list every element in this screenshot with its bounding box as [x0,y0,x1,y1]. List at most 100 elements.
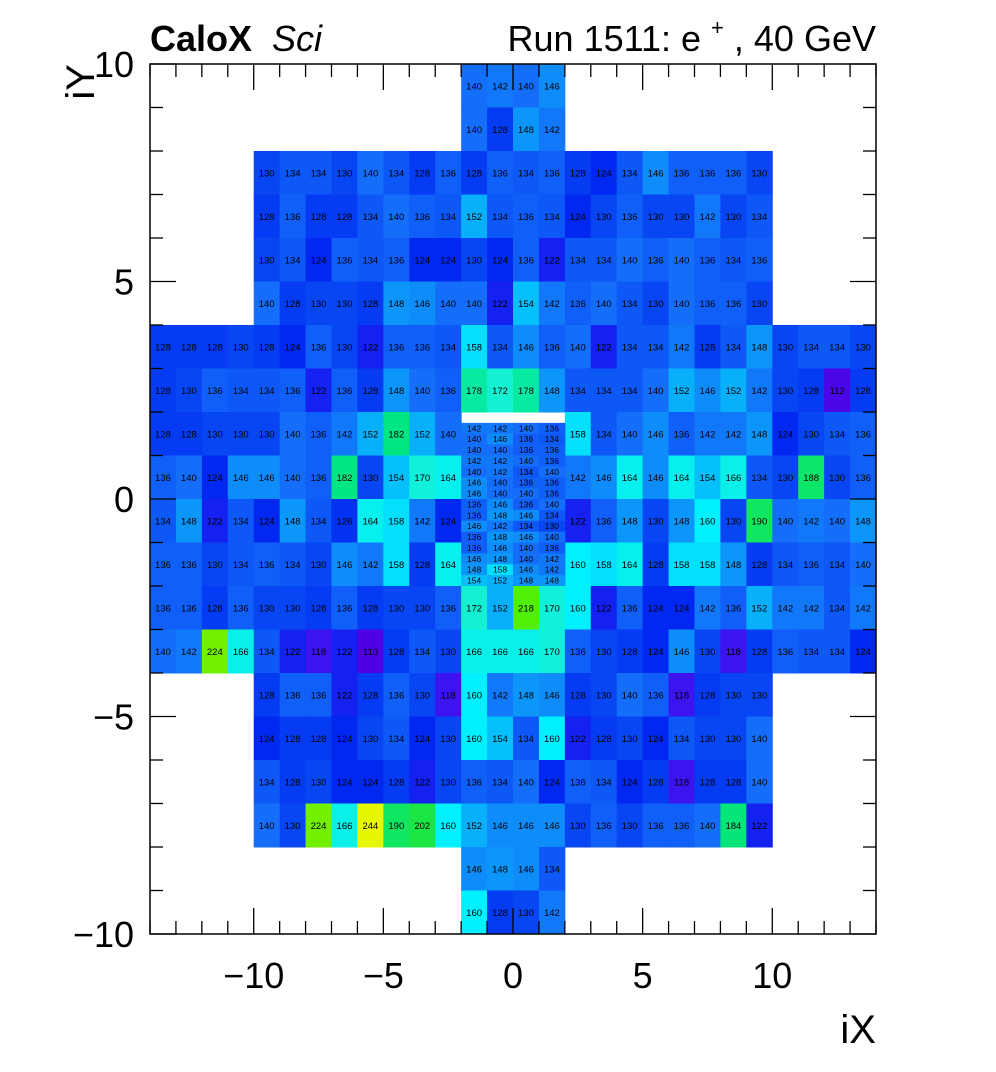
cell-value-label: 136 [311,690,327,701]
cell-value-label: 130 [725,212,741,223]
heatmap-cell [668,412,695,456]
cell-value-label: 128 [259,212,275,223]
heatmap-cell [538,564,566,576]
cell-value-label: 134 [751,212,767,223]
cell-value-label: 134 [725,255,741,266]
cell-value-label: 134 [803,342,819,353]
heatmap-cell [383,629,410,674]
heatmap-cell [720,803,747,848]
heatmap-cell [616,760,644,804]
cell-value-label: 134 [440,342,456,353]
cell-value-label: 182 [337,473,353,484]
heatmap-cell [461,151,488,195]
heatmap-cell [409,760,436,804]
cell-value-label: 124 [259,516,275,527]
cell-value-label: 166 [337,821,353,832]
cell-value-label: 124 [648,734,664,745]
cell-value-label: 136 [285,690,301,701]
heatmap-cell [357,542,384,587]
heatmap-cell [461,847,488,891]
heatmap-cell [720,542,747,587]
heatmap-cell [435,629,462,674]
cell-value-label: 136 [388,690,404,701]
cell-value-label: 134 [155,516,171,527]
cell-value-label: 136 [545,423,559,433]
cell-value-label: 160 [466,690,482,701]
heatmap-cell [383,412,410,456]
cell-value-label: 136 [519,434,533,444]
heatmap-cell [590,629,618,674]
heatmap-cell [642,238,670,282]
cell-value-label: 134 [311,516,327,527]
heatmap-cell [357,281,384,326]
heatmap-cell [513,629,540,674]
heatmap-cell [694,412,721,456]
heatmap-cell [201,368,229,413]
cell-value-label: 244 [362,821,378,832]
cell-value-label: 128 [311,212,327,223]
cell-value-label: 118 [441,690,456,701]
heatmap-cell [694,281,721,326]
heatmap-cell [772,455,799,500]
heatmap-cell [461,531,488,543]
cell-value-label: 140 [388,212,404,223]
cell-value-label: 140 [519,489,533,499]
heatmap-cell [513,466,540,478]
heatmap-cell [590,368,618,413]
cell-value-label: 130 [311,299,327,310]
heatmap-cell [668,716,695,761]
heatmap-cell [357,368,384,413]
heatmap-cell [798,542,825,587]
heatmap-cell [305,629,332,674]
cell-value-label: 148 [855,516,871,527]
heatmap-cell [253,760,281,804]
heatmap-cell [668,760,695,804]
heatmap-cell [331,194,358,239]
heatmap-cell [746,629,773,674]
heatmap-cell [590,455,618,500]
cell-value-label: 154 [467,576,481,586]
heatmap-cell [746,803,773,848]
cell-value-label: 146 [467,489,481,499]
heatmap-cell [538,444,566,456]
run-label: Run 1511: e + , 40 GeV [508,2,876,59]
cell-value-label: 128 [414,168,430,179]
cell-value-label: 202 [414,821,430,832]
cell-value-label: 136 [440,386,456,397]
heatmap-cell [616,455,644,500]
heatmap-cell [383,455,410,500]
heatmap-cell [227,325,255,369]
cell-value-label: 122 [492,299,508,310]
cell-value-label: 134 [648,342,664,353]
heatmap-cell [487,542,514,554]
cell-value-label: 136 [545,543,559,553]
heatmap-cell [642,194,670,239]
heatmap-cell [461,455,488,467]
cell-value-label: 124 [648,647,664,658]
heatmap-cell [746,586,773,630]
heatmap-cell [487,368,514,413]
heatmap-cell [694,716,721,761]
y-axis-title: iY [59,64,103,100]
cell-value-label: 142 [544,299,560,310]
cell-value-label: 128 [207,603,223,614]
cell-value-label: 136 [440,168,456,179]
heatmap-cell [150,368,177,413]
cell-value-label: 130 [388,603,404,614]
cell-value-label: 130 [440,777,456,788]
cell-value-label: 140 [751,734,767,745]
cell-value-label: 134 [492,777,508,788]
heatmap-cell [538,422,566,435]
heatmap-cell [513,194,540,239]
cell-value-label: 122 [207,516,223,527]
cell-value-label: 128 [700,342,716,353]
heatmap-cell [227,499,255,543]
cell-value-label: 128 [207,342,223,353]
cell-value-label: 148 [518,125,534,136]
heatmap-cell [720,629,747,674]
cell-value-label: 136 [337,603,353,614]
heatmap-cell [513,760,540,804]
heatmap-cell [487,422,514,435]
heatmap-cell [668,673,695,717]
heatmap-cell [668,499,695,543]
